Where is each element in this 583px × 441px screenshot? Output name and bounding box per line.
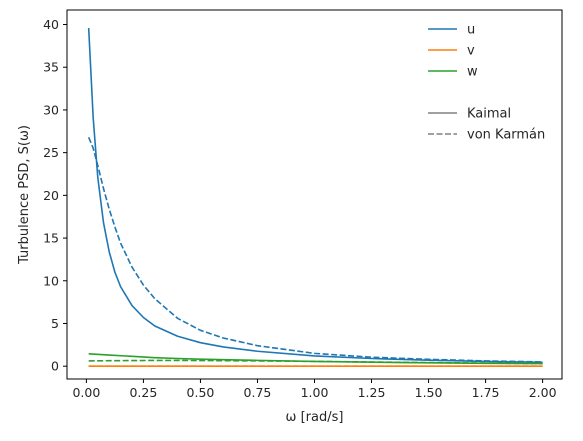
y-tick-label: 30 xyxy=(43,102,59,117)
x-tick-label: 1.50 xyxy=(415,385,443,400)
x-tick-label: 0.75 xyxy=(244,385,272,400)
y-tick-label: 25 xyxy=(43,145,59,160)
y-tick-label: 35 xyxy=(43,60,59,75)
series-layer xyxy=(87,27,543,367)
legend-label: u xyxy=(467,23,475,38)
legend-label: v xyxy=(467,44,475,59)
x-tick-label: 1.75 xyxy=(472,385,500,400)
x-tick-label: 0.25 xyxy=(129,385,157,400)
x-tick-label: 0.00 xyxy=(72,385,100,400)
x-axis-label: ω [rad/s] xyxy=(286,410,344,425)
x-tick-label: 0.50 xyxy=(187,385,215,400)
y-axis: 0 5 10 15 20 25 30 35 40 xyxy=(43,17,67,374)
x-tick-label: 1.00 xyxy=(301,385,329,400)
y-tick-label: 0 xyxy=(51,359,59,374)
y-tick-label: 10 xyxy=(43,273,59,288)
series-line-u-kaimal xyxy=(87,27,543,364)
x-axis: 0.00 0.25 0.50 0.75 1.00 1.25 1.50 1.75 2.00 xyxy=(72,379,557,400)
x-tick-label: 2.00 xyxy=(529,385,557,400)
y-tick-label: 20 xyxy=(43,188,59,203)
x-tick-label: 1.25 xyxy=(358,385,386,400)
y-tick-label: 40 xyxy=(43,17,59,32)
y-axis-label: Turbulence PSD, S(ω) xyxy=(17,125,32,265)
series-line-u-von-karman xyxy=(87,136,543,363)
legend-label: w xyxy=(467,65,478,80)
series-line-w-von-karman xyxy=(88,359,543,365)
legend-label: von Karmán xyxy=(467,128,545,143)
y-tick-label: 15 xyxy=(43,231,59,246)
legend-label: Kaimal xyxy=(467,107,511,122)
y-tick-label: 5 xyxy=(51,316,59,331)
legend: uvw Kaimal von Karmán xyxy=(428,23,545,143)
